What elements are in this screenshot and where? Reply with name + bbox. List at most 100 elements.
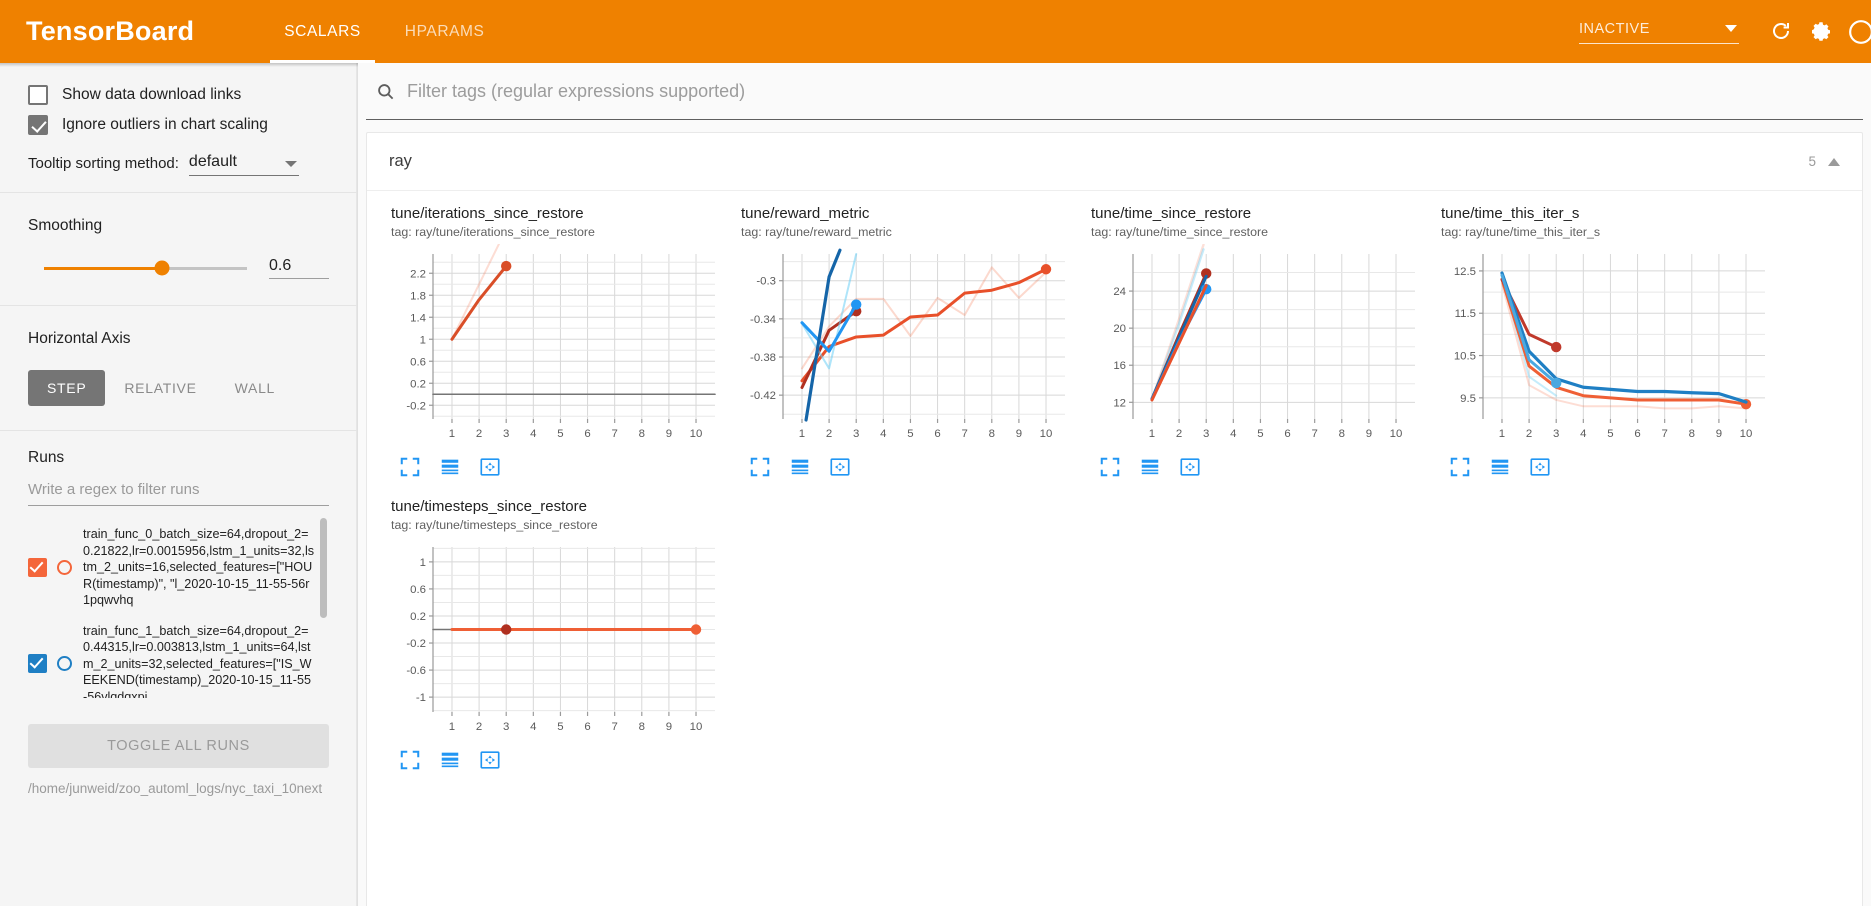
help-icon[interactable] [1841, 12, 1871, 52]
svg-text:3: 3 [503, 428, 509, 440]
chart-subtitle: tag: ray/tune/reward_metric [741, 225, 892, 239]
tag-group-title: ray [389, 152, 412, 170]
option-ignore-outliers[interactable]: Ignore outliers in chart scaling [28, 115, 329, 135]
expand-icon[interactable] [1447, 454, 1473, 480]
chart-card: tune/reward_metric tag: ray/tune/reward_m… [731, 205, 1073, 480]
chart-plot[interactable]: 12 16 20 24 1 2 3 4 5 6 7 8 9 10 [1081, 243, 1423, 449]
run-checkbox[interactable] [28, 654, 47, 674]
tab-scalars[interactable]: SCALARS [262, 0, 383, 63]
expand-icon[interactable] [397, 747, 423, 773]
run-color-circle[interactable] [57, 559, 72, 575]
chart-plot[interactable]: -0.2 0.2 0.6 1 1.4 1.8 2.2 1 2 3 4 5 6 7 8 9 10 [381, 228, 723, 449]
svg-text:20: 20 [1113, 323, 1126, 335]
svg-text:11.5: 11.5 [1455, 308, 1476, 320]
chart-title: tune/iterations_since_restore [391, 205, 584, 222]
smoothing-slider[interactable] [44, 260, 247, 276]
chevron-down-icon [1725, 24, 1737, 32]
gear-icon[interactable] [1801, 12, 1841, 52]
svg-text:4: 4 [1230, 428, 1236, 440]
svg-text:0.6: 0.6 [410, 584, 426, 596]
expand-icon[interactable] [397, 454, 423, 480]
svg-text:-0.2: -0.2 [406, 638, 426, 650]
run-status-value: INACTIVE [1579, 20, 1650, 37]
svg-text:12: 12 [1113, 397, 1126, 409]
chart-plot[interactable]: -1 -0.6 -0.2 0.2 0.6 1 1 2 3 4 5 6 7 8 9 10 [381, 537, 723, 742]
reset-zoom-icon[interactable] [477, 454, 503, 480]
log-scale-icon[interactable] [1487, 454, 1513, 480]
svg-text:8: 8 [1689, 428, 1695, 440]
smoothing-slider-thumb[interactable] [154, 260, 170, 276]
svg-text:6: 6 [1634, 428, 1640, 440]
reset-zoom-icon[interactable] [1177, 454, 1203, 480]
svg-text:12.5: 12.5 [1454, 266, 1476, 278]
run-checkbox[interactable] [28, 557, 47, 577]
tag-filter-bar[interactable]: Filter tags (regular expressions support… [366, 63, 1863, 120]
tag-filter-placeholder: Filter tags (regular expressions support… [407, 80, 746, 101]
smoothing-value[interactable]: 0.6 [269, 257, 329, 279]
reset-zoom-icon[interactable] [1527, 454, 1553, 480]
log-scale-icon[interactable] [787, 454, 813, 480]
svg-text:10: 10 [1740, 428, 1753, 440]
svg-text:10: 10 [1040, 428, 1053, 440]
smoothing-slider-fill [44, 266, 162, 270]
ignore-outliers-checkbox[interactable] [28, 115, 48, 135]
svg-text:7: 7 [962, 428, 968, 440]
svg-text:-0.3: -0.3 [756, 276, 776, 288]
toggle-all-runs-button[interactable]: TOGGLE ALL RUNS [28, 724, 329, 768]
log-scale-icon[interactable] [437, 747, 463, 773]
svg-text:7: 7 [1662, 428, 1668, 440]
ignore-outliers-label: Ignore outliers in chart scaling [62, 116, 268, 133]
svg-text:2.2: 2.2 [410, 268, 426, 280]
show-download-links-checkbox[interactable] [28, 85, 48, 105]
svg-text:3: 3 [1553, 428, 1559, 440]
chart-plot[interactable]: 9.5 10.5 11.5 12.5 1 2 3 4 5 6 7 8 9 10 [1431, 244, 1773, 449]
option-show-download-links[interactable]: Show data download links [28, 85, 329, 105]
reset-zoom-icon[interactable] [477, 747, 503, 773]
top-bar: TensorBoard SCALARS HPARAMS INACTIVE [0, 0, 1871, 63]
expand-icon[interactable] [1097, 454, 1123, 480]
tag-group-count: 5 [1808, 154, 1816, 169]
sidebar-top-shadow [0, 63, 358, 67]
reset-zoom-icon[interactable] [827, 454, 853, 480]
log-scale-icon[interactable] [1137, 454, 1163, 480]
svg-text:-0.34: -0.34 [750, 314, 776, 326]
svg-text:-0.2: -0.2 [406, 400, 426, 412]
tab-hparams[interactable]: HPARAMS [404, 23, 485, 40]
tooltip-sorting-select[interactable]: default [188, 153, 299, 176]
chart-toolbar [731, 454, 1073, 480]
svg-text:8: 8 [1339, 428, 1345, 440]
tag-group-header[interactable]: ray 5 [367, 133, 1862, 191]
runs-list[interactable]: train_func_0_batch_size=64,dropout_2=0.2… [28, 518, 329, 698]
log-scale-icon[interactable] [437, 454, 463, 480]
chart-subtitle: tag: ray/tune/time_since_restore [1091, 225, 1269, 239]
list-item[interactable]: train_func_0_batch_size=64,dropout_2=0.2… [28, 526, 315, 609]
chart-toolbar [381, 454, 723, 480]
svg-text:10: 10 [1390, 428, 1403, 440]
svg-text:1: 1 [1499, 428, 1505, 440]
run-color-circle[interactable] [57, 656, 72, 672]
chart-card: tune/time_this_iter_s tag: ray/tune/time_… [1431, 205, 1773, 480]
svg-text:5: 5 [1607, 428, 1613, 440]
svg-text:0.2: 0.2 [410, 611, 426, 623]
sidebar-options-section: Show data download links Ignore outliers… [0, 63, 357, 193]
svg-text:7: 7 [612, 428, 618, 440]
chart-title: tune/timesteps_since_restore [391, 498, 587, 515]
axis-option-step[interactable]: STEP [28, 370, 106, 406]
chart-plot[interactable]: -0.42 -0.38 -0.34 -0.3 1 2 3 4 5 6 7 8 9 10 [731, 244, 1073, 449]
refresh-icon[interactable] [1761, 12, 1801, 52]
sidebar-horizontal-axis-section: Horizontal Axis STEP RELATIVE WALL [0, 306, 357, 431]
runs-scrollbar[interactable] [320, 518, 327, 618]
expand-icon[interactable] [747, 454, 773, 480]
svg-text:8: 8 [639, 428, 645, 440]
chevron-up-icon[interactable] [1828, 157, 1840, 166]
svg-text:0.2: 0.2 [410, 378, 426, 390]
list-item[interactable]: train_func_1_batch_size=64,dropout_2=0.4… [28, 623, 315, 699]
axis-option-wall[interactable]: WALL [234, 380, 276, 396]
chart-subtitle: tag: ray/tune/time_this_iter_s [1441, 225, 1601, 239]
svg-text:4: 4 [880, 428, 886, 440]
runs-filter-input[interactable]: Write a regex to filter runs [28, 481, 329, 506]
run-status-select[interactable]: INACTIVE [1579, 20, 1739, 44]
run-label: train_func_1_batch_size=64,dropout_2=0.4… [83, 623, 312, 699]
axis-option-relative[interactable]: RELATIVE [124, 380, 197, 396]
main-content: Filter tags (regular expressions support… [358, 63, 1871, 906]
